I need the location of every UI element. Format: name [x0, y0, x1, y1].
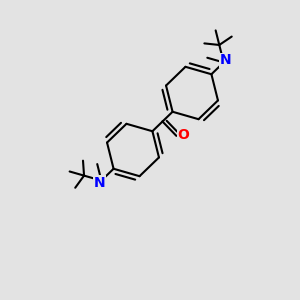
- Text: N: N: [220, 53, 232, 68]
- Text: N: N: [94, 176, 105, 190]
- Text: O: O: [178, 128, 189, 142]
